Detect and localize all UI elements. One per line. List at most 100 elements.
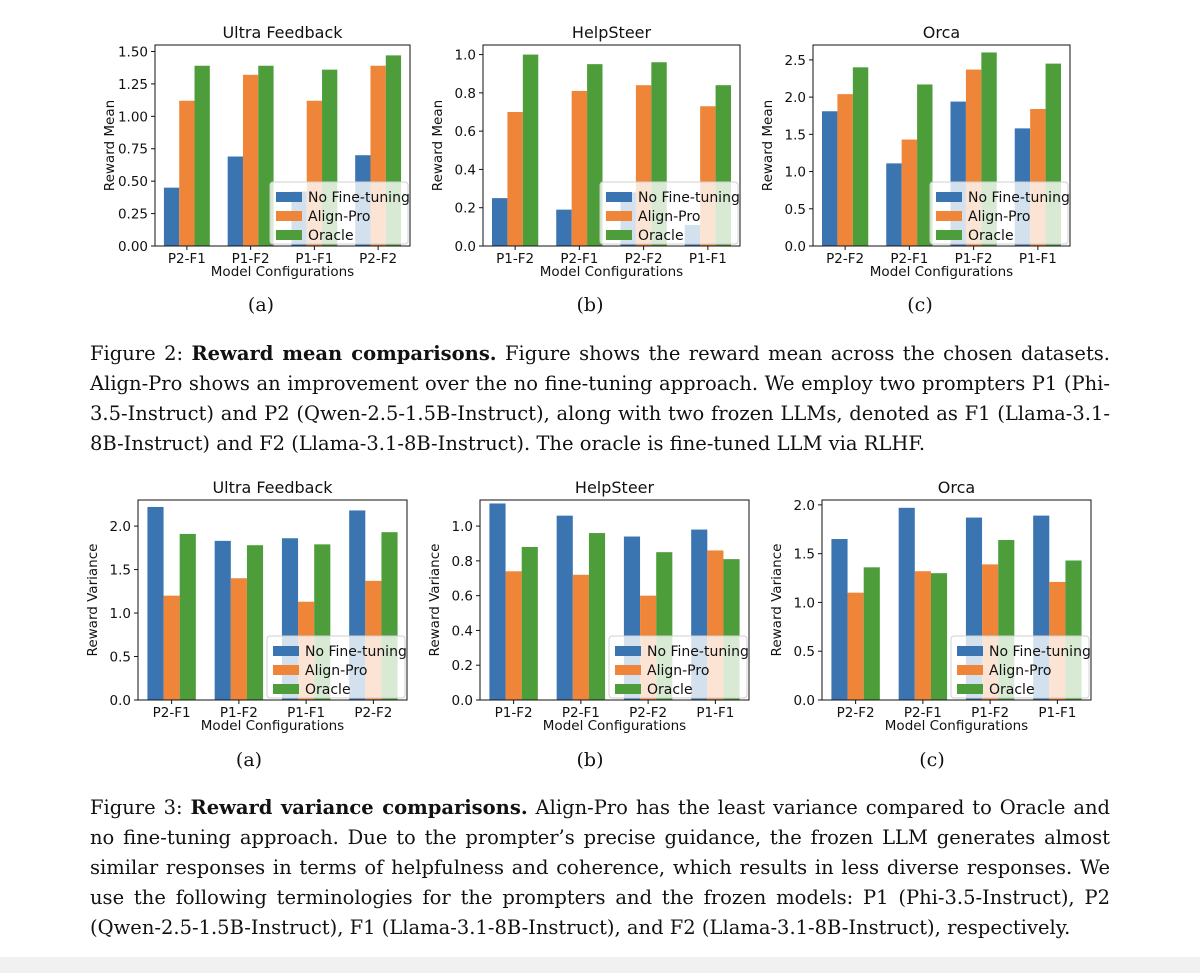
legend-swatch-align-pro bbox=[957, 665, 983, 675]
bar-no-fine-tuning-p1-f1 bbox=[1033, 515, 1050, 700]
axes-frame bbox=[821, 499, 1092, 701]
bar-no-fine-tuning-p1-f2 bbox=[950, 101, 966, 246]
x-tick-label: P1-F1 bbox=[696, 705, 734, 721]
bar-align-pro-p1-f1 bbox=[700, 106, 716, 246]
fig3-sub-label-c: (c) bbox=[919, 749, 945, 771]
legend-label: Align-Pro bbox=[638, 209, 700, 225]
legend-swatch-oracle bbox=[273, 684, 299, 694]
bar-no-fine-tuning-p1-f1 bbox=[281, 538, 299, 700]
x-tick-label: P2-F1 bbox=[560, 251, 598, 267]
legend-label: Align-Pro bbox=[647, 663, 709, 679]
bar-no-fine-tuning-p1-f1 bbox=[684, 224, 701, 246]
bar-no-fine-tuning-p2-f1 bbox=[556, 209, 572, 246]
figure2-caption-prefix: Figure 2: bbox=[90, 342, 192, 365]
bar-align-pro-p1-f1 bbox=[306, 100, 323, 246]
y-tick-label: 1.0 bbox=[794, 595, 815, 611]
y-tick-label: 0.4 bbox=[452, 623, 473, 639]
y-tick-label: 0.6 bbox=[452, 589, 473, 605]
figure3-caption-bold: Reward variance comparisons. bbox=[190, 796, 528, 819]
x-tick-label: P1-F2 bbox=[220, 705, 258, 721]
legend-swatch-align-pro bbox=[276, 211, 302, 221]
legend-label: Oracle bbox=[638, 228, 684, 244]
bar-no-fine-tuning-p2-f2 bbox=[831, 539, 848, 700]
bar-no-fine-tuning-p2-f2 bbox=[620, 192, 636, 246]
x-tick-label: P2-F2 bbox=[625, 251, 663, 267]
bar-no-fine-tuning-p2-f2 bbox=[623, 536, 641, 700]
x-axis-label: Model Configurations bbox=[540, 264, 683, 280]
figure3-caption-prefix: Figure 3: bbox=[90, 796, 191, 819]
axes-frame bbox=[482, 44, 741, 247]
y-tick-label: 1.0 bbox=[785, 165, 806, 181]
axes-frame bbox=[479, 499, 750, 701]
bar-no-fine-tuning-p1-f2 bbox=[227, 156, 243, 246]
x-tick-label: P1-F2 bbox=[971, 705, 1009, 721]
chart-title: Orca bbox=[938, 478, 975, 497]
legend-label: Align-Pro bbox=[968, 209, 1030, 225]
legend-swatch-no-fine-tuning bbox=[606, 192, 632, 202]
legend-swatch-no-fine-tuning bbox=[957, 646, 983, 656]
y-tick-label: 1.5 bbox=[785, 127, 806, 143]
x-tick-label: P2-F1 bbox=[562, 705, 600, 721]
y-axis-label: Reward Mean bbox=[430, 100, 446, 191]
bar-align-pro-p1-f1 bbox=[707, 550, 724, 700]
legend-swatch-oracle bbox=[957, 684, 983, 694]
bar-oracle-p2-f2 bbox=[852, 67, 869, 246]
x-tick-label: P2-F1 bbox=[153, 705, 191, 721]
y-tick-label: 0.0 bbox=[455, 239, 476, 255]
bar-no-fine-tuning-p2-f2 bbox=[349, 510, 366, 700]
bar-oracle-p2-f2 bbox=[651, 62, 667, 246]
chart-title: Ultra Feedback bbox=[222, 23, 343, 42]
figure2-caption-bold: Reward mean comparisons. bbox=[191, 342, 497, 365]
legend-label: No Fine-tuning bbox=[638, 190, 740, 206]
y-tick-label: 1.50 bbox=[118, 44, 148, 60]
x-tick-label: P1-F2 bbox=[495, 705, 533, 721]
bar-no-fine-tuning-p2-f1 bbox=[556, 515, 573, 700]
legend-box bbox=[266, 635, 406, 699]
bar-align-pro-p2-f1 bbox=[572, 574, 589, 700]
y-tick-label: 0.0 bbox=[452, 693, 473, 709]
bar-align-pro-p2-f1 bbox=[901, 139, 918, 246]
bar-no-fine-tuning-p2-f1 bbox=[147, 506, 164, 700]
x-tick-label: P1-F1 bbox=[689, 251, 727, 267]
bar-align-pro-p2-f1 bbox=[179, 100, 195, 246]
bar-align-pro-p1-f2 bbox=[982, 564, 999, 700]
x-tick-label: P1-F2 bbox=[232, 251, 270, 267]
chart-title: HelpSteer bbox=[575, 478, 655, 497]
bar-oracle-p2-f2 bbox=[656, 552, 673, 700]
y-tick-label: 1.0 bbox=[452, 519, 473, 535]
bar-align-pro-p1-f1 bbox=[1049, 581, 1066, 700]
y-axis-label: Reward Mean bbox=[102, 100, 118, 191]
y-tick-label: 0.4 bbox=[455, 162, 476, 178]
y-tick-label: 0.75 bbox=[118, 142, 148, 158]
axes-frame bbox=[137, 499, 408, 701]
y-tick-label: 0.2 bbox=[452, 658, 473, 674]
bar-oracle-p1-f2 bbox=[521, 546, 538, 700]
bar-no-fine-tuning-p1-f2 bbox=[214, 540, 231, 700]
bar-oracle-p2-f1 bbox=[179, 533, 196, 700]
bar-align-pro-p2-f1 bbox=[571, 90, 588, 246]
bar-align-pro-p1-f2 bbox=[230, 578, 247, 700]
bar-oracle-p1-f2 bbox=[981, 52, 997, 246]
legend-box bbox=[599, 181, 739, 245]
bar-no-fine-tuning-p1-f2 bbox=[489, 503, 506, 700]
legend-swatch-align-pro bbox=[615, 665, 641, 675]
y-tick-label: 0.00 bbox=[118, 239, 148, 255]
x-axis-label: Model Configurations bbox=[201, 718, 344, 734]
chart-title: HelpSteer bbox=[572, 23, 652, 42]
y-tick-label: 2.5 bbox=[785, 53, 806, 69]
bar-oracle-p1-f1 bbox=[1065, 560, 1082, 700]
y-axis-label: Reward Mean bbox=[760, 100, 776, 191]
bar-oracle-p1-f2 bbox=[998, 540, 1015, 700]
legend-label: Oracle bbox=[968, 228, 1014, 244]
x-tick-label: P1-F1 bbox=[1038, 705, 1076, 721]
figure3-caption-text: Align-Pro has the least variance compare… bbox=[90, 796, 1110, 939]
bar-align-pro-p1-f1 bbox=[1030, 109, 1046, 247]
legend-swatch-oracle bbox=[936, 230, 962, 240]
y-tick-label: 0.5 bbox=[785, 202, 806, 218]
bar-no-fine-tuning-p2-f1 bbox=[898, 507, 915, 700]
bar-no-fine-tuning-p1-f2 bbox=[965, 517, 983, 700]
y-axis-label: Reward Variance bbox=[769, 544, 785, 657]
bar-align-pro-p2-f2 bbox=[635, 85, 652, 246]
figure2-caption: Figure 2: Reward mean comparisons. Figur… bbox=[90, 339, 1110, 459]
bar-no-fine-tuning-p1-f1 bbox=[291, 191, 307, 246]
